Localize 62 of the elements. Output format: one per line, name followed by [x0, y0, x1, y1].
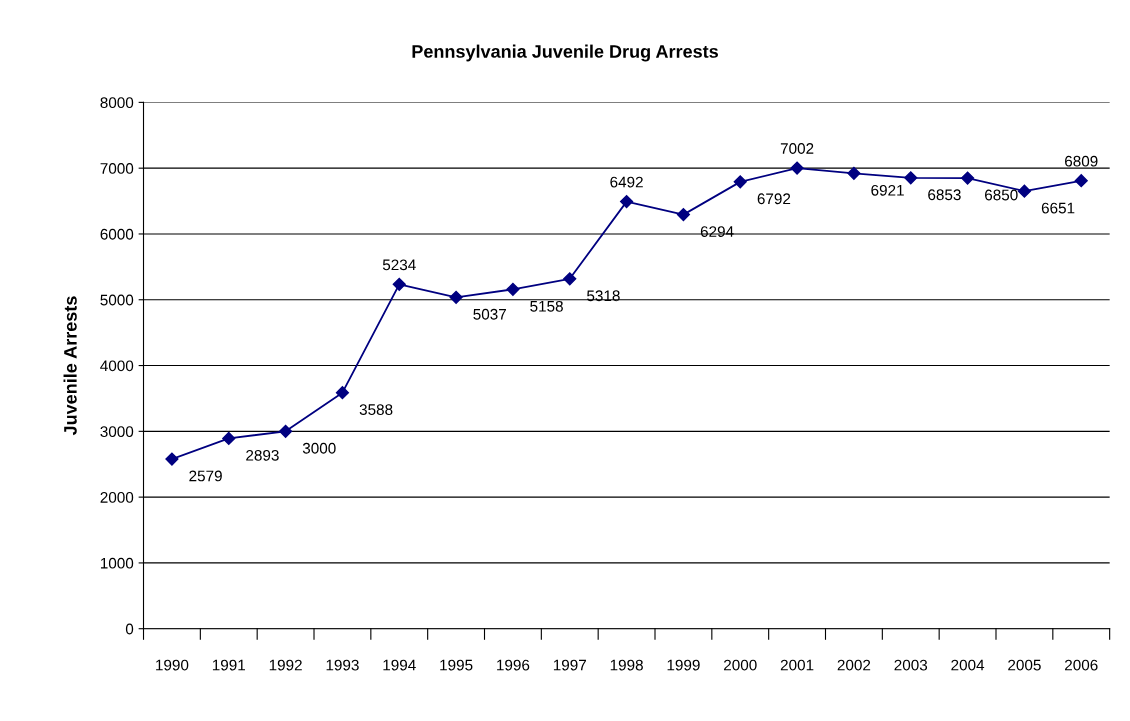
data-label: 3588 [359, 404, 393, 415]
data-label: 2893 [246, 449, 279, 461]
x-tick-label: 1995 [440, 659, 473, 671]
x-tick-label: 2003 [894, 659, 928, 671]
data-label: 5318 [587, 290, 620, 302]
x-tick-label: 1998 [610, 659, 643, 671]
y-tick-label: 0 [125, 623, 134, 635]
x-tick-label: 2000 [724, 659, 757, 671]
point [392, 277, 406, 291]
data-label: 7002 [780, 143, 814, 154]
data-label: 6792 [757, 193, 791, 205]
y-tick-label: 2000 [100, 492, 134, 503]
data-label: 3000 [302, 442, 336, 454]
data-label: 6294 [700, 226, 734, 237]
x-tick-label: 2005 [1008, 659, 1041, 671]
data-label: 6921 [871, 184, 904, 196]
x-tick-label: 1990 [156, 659, 189, 671]
x-tick-label: 1997 [553, 659, 586, 671]
point [790, 161, 804, 175]
data-label: 5234 [382, 259, 416, 271]
x-tick-label: 2004 [951, 659, 985, 671]
x-tick-label: 1999 [667, 659, 700, 671]
point [619, 195, 634, 209]
point [449, 290, 463, 304]
x-tick-label: 1991 [212, 659, 246, 671]
x-tick-label: 1992 [269, 659, 302, 671]
x-tick-label: 1996 [497, 659, 530, 671]
x-tick-label: 2002 [837, 659, 871, 671]
y-tick-label: 3000 [100, 426, 134, 438]
point [165, 452, 179, 466]
point [904, 171, 918, 185]
point [847, 166, 861, 180]
data-label: 5158 [530, 300, 563, 312]
data-label: 6850 [985, 189, 1018, 201]
point [279, 424, 293, 438]
data-label: 6853 [928, 189, 961, 201]
y-tick-label: 7000 [100, 163, 134, 174]
point [222, 431, 236, 445]
point [563, 272, 577, 286]
data-label: 5037 [473, 308, 506, 320]
point [960, 171, 975, 185]
y-tick-label: 4000 [100, 360, 134, 372]
point [676, 208, 691, 222]
y-tick-label: 8000 [100, 97, 134, 109]
point [1017, 184, 1031, 198]
point [335, 386, 350, 400]
data-label: 2579 [189, 470, 222, 482]
y-axis-title: Juvenile Arrests [63, 296, 77, 436]
point [733, 175, 747, 189]
x-tick-label: 2001 [780, 659, 814, 671]
y-tick-label: 1000 [100, 557, 134, 569]
chart-title: Pennsylvania Juvenile Drug Arrests [412, 44, 718, 62]
point [506, 282, 520, 296]
point [1074, 174, 1088, 188]
x-tick-label: 1993 [326, 659, 359, 671]
y-tick-label: 5000 [100, 294, 134, 306]
y-tick-label: 6000 [100, 228, 134, 240]
data-label: 6809 [1065, 155, 1098, 167]
data-label: 6492 [610, 176, 643, 188]
x-tick-label: 2006 [1065, 659, 1098, 671]
data-label: 6651 [1041, 202, 1075, 214]
x-tick-label: 1994 [383, 659, 416, 671]
